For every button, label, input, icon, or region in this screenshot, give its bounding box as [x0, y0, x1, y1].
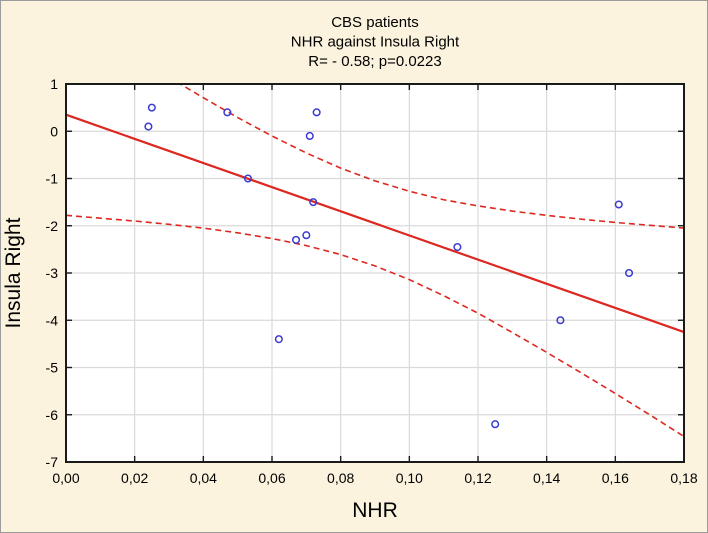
y-tick-label: -6	[46, 407, 59, 423]
y-tick-label: -4	[46, 312, 59, 328]
data-point	[147, 103, 156, 112]
data-point	[453, 242, 462, 252]
x-tick-label: 0,00	[52, 470, 79, 486]
x-tick-label: 0,02	[121, 470, 148, 486]
plot-frame	[65, 83, 685, 463]
data-point	[312, 108, 321, 117]
chart-title-line-2: NHR against Insula Right	[291, 34, 460, 51]
x-tick-label: 0,14	[533, 470, 560, 486]
data-point	[309, 198, 318, 207]
data-point	[291, 235, 301, 244]
y-tick-label: -5	[46, 360, 59, 376]
plot-layer: 0,00 0,02 0,04 0,06 0,08 0,10 0,12 0,14 0,16 0,18…	[46, 76, 698, 486]
chart-title-line-1: CBS patients	[331, 14, 419, 31]
y-tick-label: -3	[46, 265, 59, 281]
data-point	[305, 131, 314, 141]
x-tick-label: 0,12	[464, 470, 491, 486]
y-tick-label: -1	[46, 171, 59, 187]
data-point	[243, 174, 253, 183]
x-tick-label: 0,04	[190, 470, 217, 486]
confidence-band-lower	[66, 214, 684, 438]
data-point	[556, 316, 565, 325]
x-tick-label: 0,06	[258, 470, 285, 486]
x-tick-label: 0,16	[602, 470, 629, 486]
data-point	[625, 268, 634, 278]
x-axis-label: NHR	[352, 499, 398, 522]
y-tick-label: -2	[46, 218, 59, 234]
data-point	[223, 108, 232, 117]
data-point	[302, 231, 311, 240]
y-tick-label: -7	[46, 454, 59, 470]
data-point	[614, 200, 623, 209]
x-tick-label: 0,18	[670, 470, 697, 486]
x-tick-label: 0,10	[396, 470, 423, 486]
y-axis-label: Insula Right	[2, 217, 25, 328]
regression-line	[66, 113, 684, 334]
data-point	[274, 335, 283, 344]
data-point	[144, 122, 153, 131]
chart-title-line-3: R= - 0.58; p=0.0223	[308, 53, 441, 70]
y-tick-label: 1	[50, 76, 58, 92]
data-point	[491, 420, 500, 429]
y-tick-label: 0	[50, 123, 58, 139]
confidence-band-upper	[178, 84, 684, 229]
x-tick-label: 0,08	[327, 470, 354, 486]
